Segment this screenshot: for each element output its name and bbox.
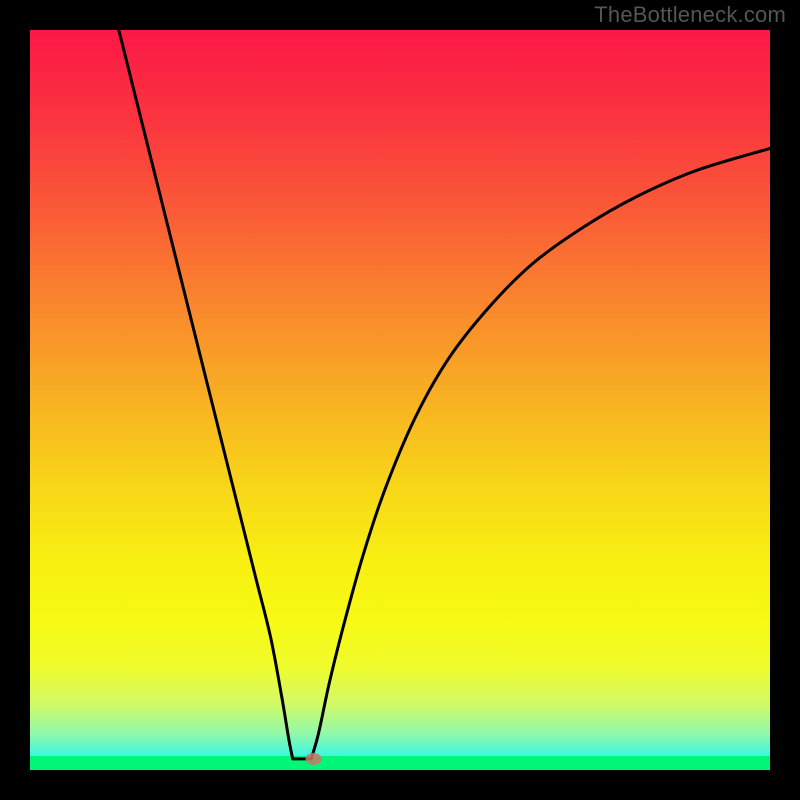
chart-svg	[0, 0, 800, 800]
watermark-text: TheBottleneck.com	[594, 2, 786, 28]
chart-bottom-strip	[30, 756, 770, 770]
chart-plot-background	[30, 30, 770, 770]
bottleneck-chart	[0, 0, 800, 800]
minimum-marker	[305, 753, 321, 765]
